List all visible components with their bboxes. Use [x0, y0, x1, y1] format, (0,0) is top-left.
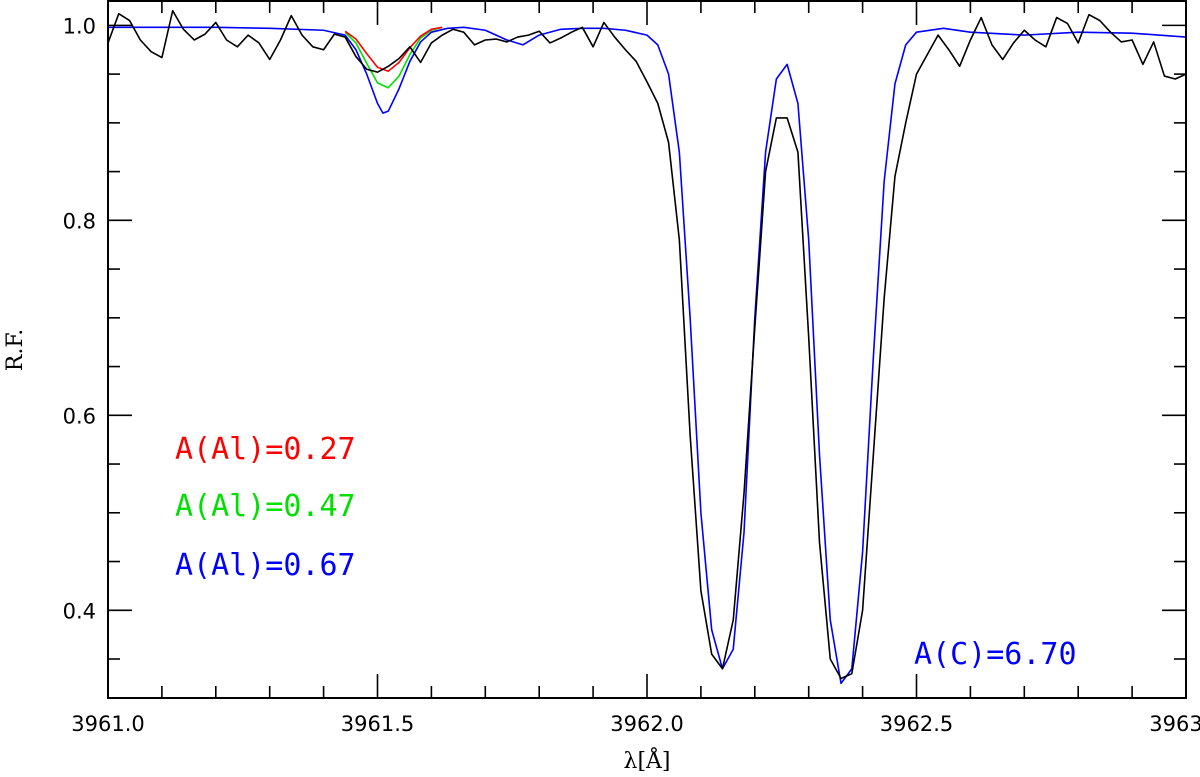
- annotation-al-047: A(Al)=0.47: [175, 489, 356, 524]
- tick-marks: [107, 1, 1187, 698]
- x-tick-label: 3961.5: [341, 712, 414, 736]
- y-tick-label: 0.8: [63, 209, 96, 233]
- y-tick-label: 1.0: [63, 14, 96, 38]
- annotation-c-670: A(C)=6.70: [914, 637, 1077, 672]
- plot-frame: [107, 0, 1187, 699]
- x-tick-labels: 3961.0 3961.5 3962.0 3962.5 3963.0: [71, 712, 1200, 736]
- y-tick-labels: 0.4 0.6 0.8 1.0: [63, 14, 96, 623]
- y-tick-label: 0.6: [63, 404, 96, 428]
- synthetic-al-067-line: [108, 26, 1187, 685]
- observed-spectrum-line: [107, 9, 1187, 680]
- x-tick-label: 3961.0: [71, 712, 144, 736]
- y-tick-label: 0.4: [63, 599, 96, 623]
- x-axis-label: λ[Å]: [624, 746, 671, 774]
- x-tick-label: 3962.0: [610, 712, 683, 736]
- x-tick-label: 3963.0: [1149, 712, 1200, 736]
- y-axis-label: R.F.: [3, 329, 28, 371]
- x-tick-label: 3962.5: [880, 712, 953, 736]
- annotation-al-067: A(Al)=0.67: [175, 548, 356, 583]
- synthetic-al-027-line: [344, 26, 443, 72]
- synthetic-al-047-line: [344, 26, 443, 89]
- spectrum-lines: [107, 9, 1187, 685]
- annotation-al-027: A(Al)=0.27: [175, 432, 356, 467]
